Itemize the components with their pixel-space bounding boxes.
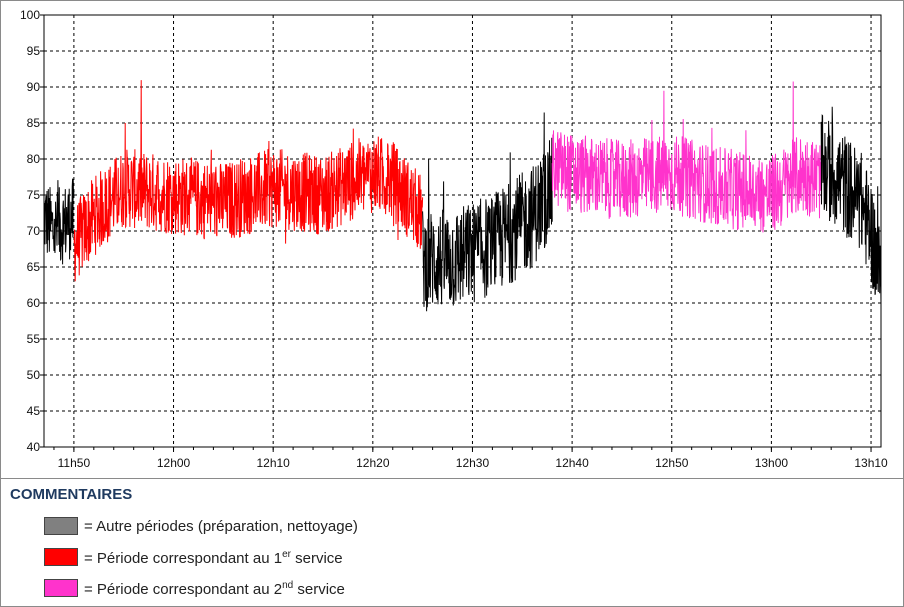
comments-title: COMMENTAIRES — [10, 486, 133, 503]
plot-border — [43, 14, 882, 448]
plot-area — [44, 15, 881, 447]
y-tick-label: 65 — [27, 260, 41, 274]
x-tick-label: 13h00 — [755, 456, 789, 470]
y-tick-label: 50 — [27, 368, 41, 382]
series-service_1 — [73, 80, 424, 282]
section-divider — [1, 478, 903, 479]
x-tick-label: 12h20 — [356, 456, 390, 470]
y-tick-label: 80 — [27, 152, 41, 166]
x-tick-label: 12h10 — [256, 456, 290, 470]
series-after — [820, 106, 882, 305]
legend-swatch-red — [44, 548, 78, 566]
x-tick-label: 12h40 — [555, 456, 589, 470]
y-tick-label: 70 — [27, 224, 41, 238]
x-tick-label: 12h00 — [157, 456, 191, 470]
x-tick-label: 12h30 — [456, 456, 490, 470]
y-tick-label: 85 — [27, 116, 41, 130]
legend-text-service-1: = Période correspondant au 1er service — [84, 549, 343, 567]
legend-text-service-2: = Période correspondant au 2nd service — [84, 580, 345, 598]
y-tick-label: 95 — [27, 44, 41, 58]
y-tick-label: 100 — [20, 8, 40, 22]
y-tick-label: 60 — [27, 296, 41, 310]
noise-level-chart: 40 45 50 55 60 65 70 75 80 85 90 95 100 11h50 12h00 12h… — [20, 8, 888, 470]
x-tick-label: 12h50 — [655, 456, 689, 470]
y-tick-label: 75 — [27, 188, 41, 202]
series-preparation — [43, 178, 75, 265]
y-tick-label: 55 — [27, 332, 41, 346]
legend-swatch-magenta — [44, 579, 78, 597]
y-tick-label: 45 — [27, 404, 41, 418]
series-cleaning — [422, 112, 553, 312]
x-tick-label: 11h50 — [58, 456, 91, 470]
series-service_2 — [551, 81, 822, 233]
y-tick-label: 90 — [27, 80, 41, 94]
legend-text-other: = Autre périodes (préparation, nettoyage… — [84, 518, 358, 535]
x-tick-label: 13h10 — [854, 456, 888, 470]
y-tick-label: 40 — [27, 440, 41, 454]
legend-swatch-gray — [44, 517, 78, 535]
